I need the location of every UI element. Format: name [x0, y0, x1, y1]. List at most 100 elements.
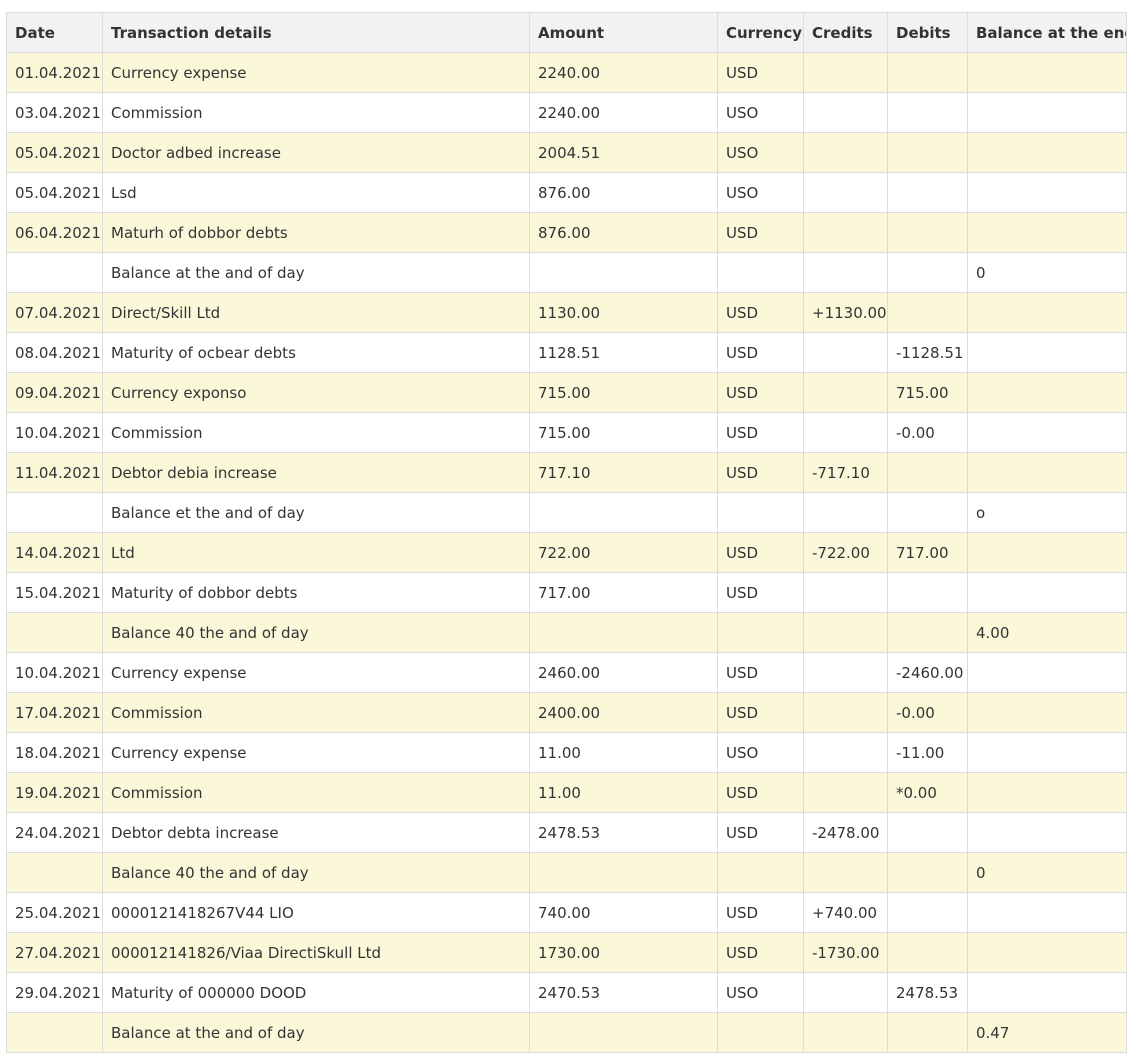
amount-cell: 1128.51	[529, 332, 718, 373]
balance-cell	[967, 212, 1127, 253]
debits-cell	[887, 212, 968, 253]
details-cell: Currency expense	[102, 52, 530, 93]
details-cell: Maturity of 000000 DOOD	[102, 972, 530, 1013]
amount-cell: 2240.00	[529, 52, 718, 93]
amount-cell: 2004.51	[529, 132, 718, 173]
currency-cell: USO	[717, 132, 804, 173]
date-cell: 29.04.2021	[6, 972, 103, 1013]
date-cell: 07.04.2021	[6, 292, 103, 333]
table-row: 17.04.2021 Commission 2400.00 USD -0.00	[6, 692, 1127, 733]
column-header: Debits	[887, 12, 968, 53]
credits-cell: -717.10	[803, 452, 888, 493]
credits-cell	[803, 492, 888, 533]
details-cell: Debtor debia increase	[102, 452, 530, 493]
header-row: Date Transaction details Amount Currency Cre…	[6, 12, 1127, 53]
date-cell	[6, 1012, 103, 1053]
table-row: 15.04.2021 Maturity of dobbor debts 717.00…	[6, 572, 1127, 613]
amount-cell: 715.00	[529, 412, 718, 453]
date-cell: 14.04.2021	[6, 532, 103, 573]
table-row: 10.04.2021 Commission 715.00 USD -0.00	[6, 412, 1127, 453]
amount-cell: 2240.00	[529, 92, 718, 133]
column-header: Credits	[803, 12, 888, 53]
currency-cell: USD	[717, 772, 804, 813]
details-cell: 0000121418267V44 LIO	[102, 892, 530, 933]
balance-cell	[967, 92, 1127, 133]
currency-cell: USD	[717, 652, 804, 693]
amount-cell: 2400.00	[529, 692, 718, 733]
amount-cell: 2460.00	[529, 652, 718, 693]
currency-cell: USD	[717, 692, 804, 733]
date-cell: 08.04.2021	[6, 332, 103, 373]
debits-cell	[887, 892, 968, 933]
credits-cell	[803, 572, 888, 613]
date-cell	[6, 612, 103, 653]
debits-cell	[887, 172, 968, 213]
amount-cell: 11.00	[529, 772, 718, 813]
currency-cell: USD	[717, 892, 804, 933]
credits-cell: +1130.00	[803, 292, 888, 333]
debits-cell: -2460.00	[887, 652, 968, 693]
credits-cell: -1730.00	[803, 932, 888, 973]
balance-cell	[967, 572, 1127, 613]
amount-cell: 715.00	[529, 372, 718, 413]
date-cell: 25.04.2021	[6, 892, 103, 933]
currency-cell: USD	[717, 292, 804, 333]
debits-cell	[887, 572, 968, 613]
balance-cell: 0	[967, 852, 1127, 893]
credits-cell	[803, 772, 888, 813]
date-cell	[6, 252, 103, 293]
balance-cell	[967, 652, 1127, 693]
column-header: Currency	[717, 12, 804, 53]
credits-cell: -722.00	[803, 532, 888, 573]
table-body: 01.04.2021 Currency expense 2240.00 USD 03.0…	[6, 52, 1127, 1053]
currency-cell: USO	[717, 92, 804, 133]
balance-cell	[967, 172, 1127, 213]
balance-cell	[967, 132, 1127, 173]
table-row: 05.04.2021 Lsd 876.00 USO	[6, 172, 1127, 213]
details-cell: Commission	[102, 692, 530, 733]
debits-cell	[887, 252, 968, 293]
table-row: Balance at the and of day 0.47	[6, 1012, 1127, 1053]
table-row: Balance et the and of day o	[6, 492, 1127, 533]
currency-cell	[717, 1012, 804, 1053]
debits-cell: -0.00	[887, 692, 968, 733]
details-cell: Balance at the and of day	[102, 1012, 530, 1053]
credits-cell	[803, 92, 888, 133]
currency-cell: USD	[717, 572, 804, 613]
debits-cell	[887, 932, 968, 973]
debits-cell: -0.00	[887, 412, 968, 453]
debits-cell	[887, 1012, 968, 1053]
balance-cell: 0	[967, 252, 1127, 293]
date-cell: 06.04.2021	[6, 212, 103, 253]
details-cell: Maturh of dobbor debts	[102, 212, 530, 253]
currency-cell	[717, 612, 804, 653]
table-row: Balance 40 the and of day 4.00	[6, 612, 1127, 653]
details-cell: Currency exponso	[102, 372, 530, 413]
debits-cell: 717.00	[887, 532, 968, 573]
date-cell: 09.04.2021	[6, 372, 103, 413]
details-cell: Balance 40 the and of day	[102, 612, 530, 653]
date-cell: 05.04.2021	[6, 132, 103, 173]
details-cell: Balance 40 the and of day	[102, 852, 530, 893]
currency-cell: USD	[717, 52, 804, 93]
credits-cell	[803, 372, 888, 413]
credits-cell: -2478.00	[803, 812, 888, 853]
debits-cell	[887, 132, 968, 173]
table-row: 27.04.2021 000012141826/Viaa DirectiSkull…	[6, 932, 1127, 973]
currency-cell	[717, 252, 804, 293]
details-cell: Lsd	[102, 172, 530, 213]
currency-cell: USO	[717, 732, 804, 773]
balance-cell: 4.00	[967, 612, 1127, 653]
debits-cell	[887, 452, 968, 493]
credits-cell	[803, 172, 888, 213]
debits-cell: 715.00	[887, 372, 968, 413]
currency-cell	[717, 492, 804, 533]
balance-cell	[967, 452, 1127, 493]
amount-cell	[529, 252, 718, 293]
table-row: 06.04.2021 Maturh of dobbor debts 876.00 US…	[6, 212, 1127, 253]
date-cell: 15.04.2021	[6, 572, 103, 613]
column-header: Date	[6, 12, 103, 53]
balance-cell: o	[967, 492, 1127, 533]
amount-cell: 1130.00	[529, 292, 718, 333]
